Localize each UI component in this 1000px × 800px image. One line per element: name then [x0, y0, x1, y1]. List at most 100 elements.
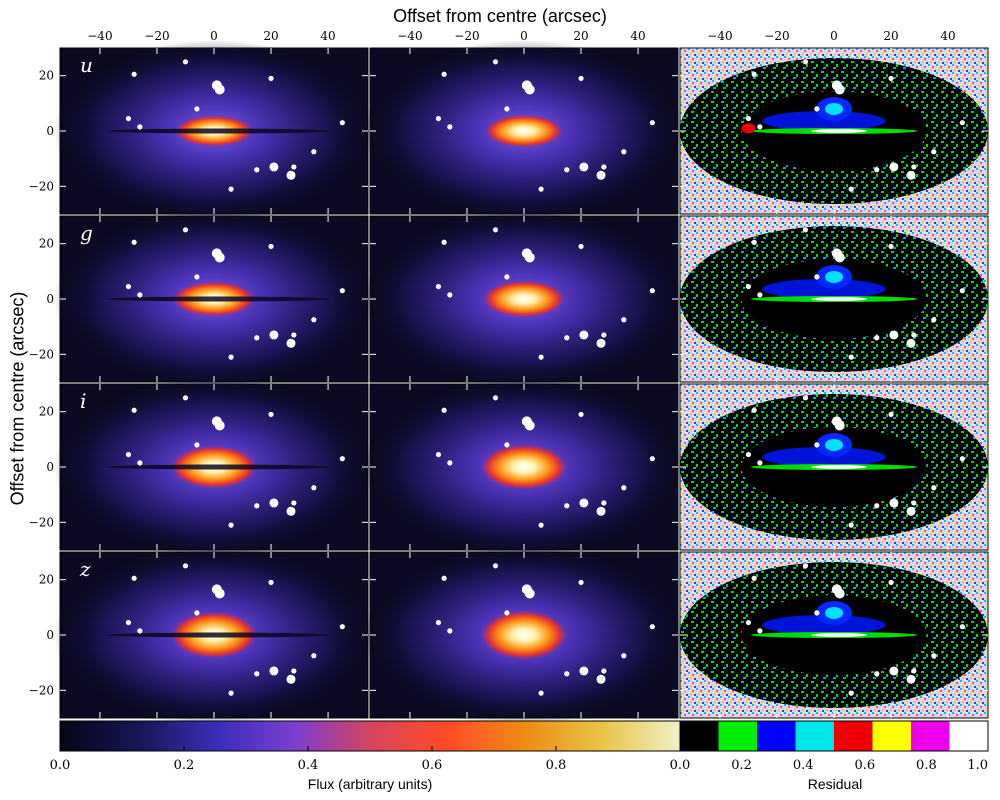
point-source [578, 579, 584, 586]
point-source [311, 317, 317, 323]
residual-blue-band [762, 615, 886, 635]
point-source [906, 170, 916, 180]
point-source [888, 75, 894, 82]
x-tick-label: −40 [87, 29, 112, 43]
point-source [578, 75, 584, 82]
residual-cyan-blob [825, 439, 843, 451]
point-source [601, 164, 607, 170]
point-source [848, 522, 854, 528]
y-tick-label: 20 [39, 69, 54, 83]
band-label-u: u [80, 53, 93, 77]
point-source [649, 456, 655, 462]
point-source [888, 243, 894, 250]
point-source [311, 149, 317, 155]
point-source [441, 239, 447, 245]
point-source [131, 71, 137, 77]
point-source [745, 283, 752, 290]
point-source [254, 167, 260, 173]
panel-i-residual [679, 383, 989, 551]
y-tick-label: 20 [39, 237, 54, 251]
point-source [931, 149, 937, 155]
point-source [125, 115, 132, 122]
point-source [751, 407, 757, 413]
residual-colorbar-tick-label: 0.4 [793, 758, 814, 773]
point-source [194, 442, 200, 448]
point-source [931, 653, 937, 659]
point-source [578, 243, 584, 250]
point-source [435, 115, 442, 122]
point-source [601, 332, 607, 338]
point-source [959, 624, 965, 630]
y-tick-label: −20 [29, 179, 54, 193]
point-source [254, 335, 260, 341]
point-source [621, 149, 627, 155]
point-source [649, 120, 655, 126]
point-source [137, 460, 143, 466]
point-source [447, 628, 453, 634]
point-source [848, 186, 854, 192]
dust-lane [108, 632, 330, 638]
point-source [757, 124, 763, 130]
x-tick-label: −40 [707, 29, 732, 43]
point-source [182, 563, 189, 569]
point-source [848, 354, 854, 360]
point-source [538, 522, 544, 528]
point-source [751, 575, 757, 581]
point-source [268, 579, 274, 586]
residual-blue-band [762, 111, 886, 131]
point-source [339, 624, 345, 630]
flux-colorbar-label: Flux (arbitrary units) [307, 776, 433, 792]
residual-colorbar-tick-label: 0.8 [916, 758, 937, 773]
point-source [601, 500, 607, 506]
point-source [131, 239, 137, 245]
point-source [441, 71, 447, 77]
point-source [504, 274, 510, 280]
flux-colorbar-tick-label: 0.6 [422, 758, 443, 773]
point-source [757, 628, 763, 634]
point-source [889, 330, 899, 340]
point-source [291, 164, 297, 170]
point-source [182, 227, 189, 233]
point-source [596, 674, 606, 684]
residual-red-spot [741, 123, 756, 134]
galaxy-bulge [480, 443, 568, 491]
residual-colorbar-bin [872, 721, 911, 751]
point-source [848, 690, 854, 696]
point-source [339, 120, 345, 126]
point-source [889, 498, 899, 508]
point-source [182, 59, 189, 65]
y-tick-label: 20 [39, 405, 54, 419]
point-source [596, 506, 606, 516]
point-source [435, 451, 442, 458]
point-source [596, 170, 606, 180]
point-source [435, 283, 442, 290]
residual-colorbar-bin [718, 721, 757, 751]
point-source [564, 671, 570, 677]
panel-g-data [53, 207, 375, 391]
point-source [538, 186, 544, 192]
point-source [959, 120, 965, 126]
residual-colorbar-tick-label: 0.2 [731, 758, 752, 773]
point-source [492, 395, 499, 401]
residual-colorbar-frame [679, 720, 989, 752]
point-source [311, 653, 317, 659]
residual-colorbar-bin [757, 721, 796, 751]
point-source [814, 442, 820, 448]
point-source [291, 500, 297, 506]
point-source [269, 498, 279, 508]
panel-z-model [363, 543, 685, 727]
residual-dustlane-core [811, 129, 867, 133]
point-source [131, 575, 137, 581]
residual-dustlane-core [811, 297, 867, 301]
x-tick-label: −20 [454, 29, 479, 43]
point-source [579, 330, 589, 340]
point-source [492, 563, 499, 569]
panel-z-residual [679, 551, 989, 719]
flux-colorbar-tick-label: 0.2 [174, 758, 195, 773]
point-source [596, 338, 606, 348]
point-source [131, 407, 137, 413]
point-source [521, 584, 532, 595]
point-source [802, 59, 809, 65]
x-tick-label: 40 [320, 29, 335, 43]
